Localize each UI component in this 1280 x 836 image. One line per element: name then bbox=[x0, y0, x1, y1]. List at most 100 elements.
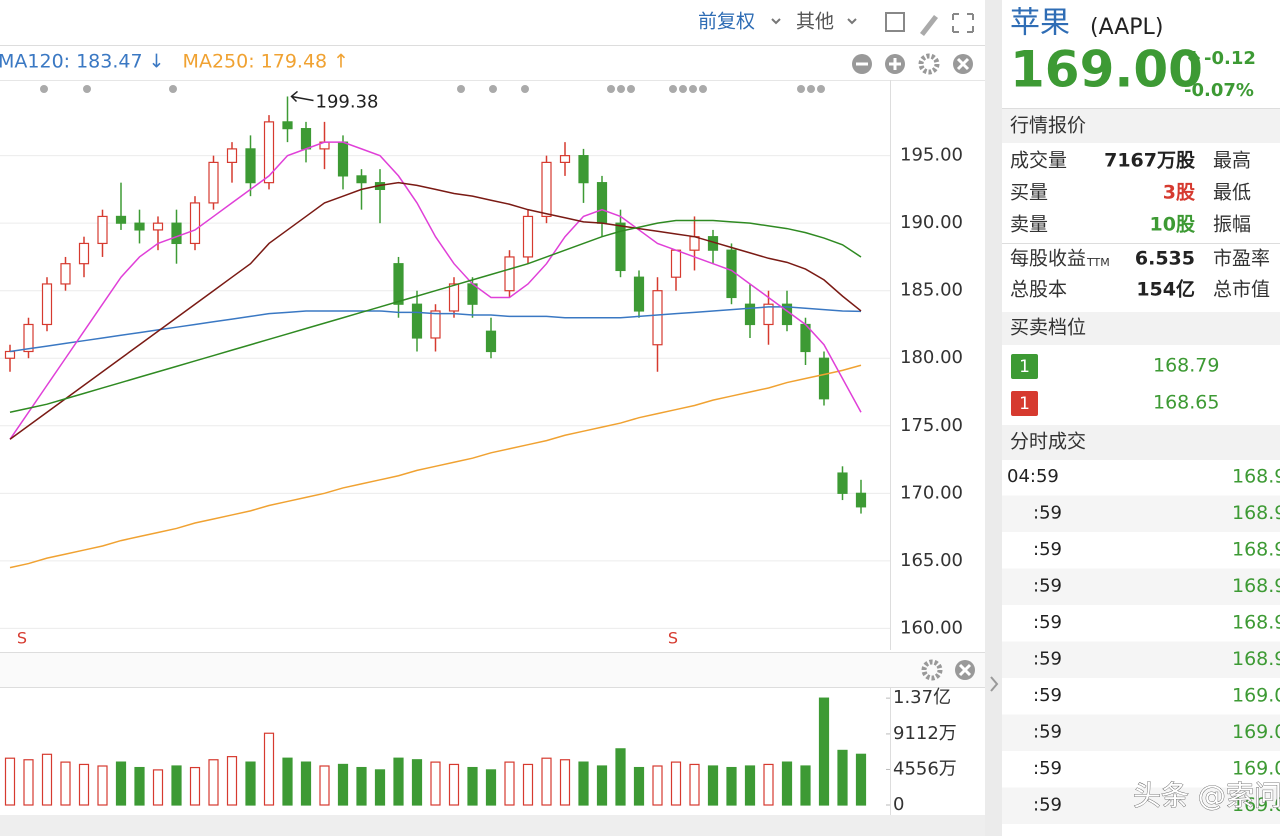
event-dot bbox=[607, 85, 615, 93]
icon bbox=[958, 663, 972, 677]
volume-bar bbox=[781, 761, 793, 806]
candle-body bbox=[97, 215, 108, 245]
field-label-sub: TTM bbox=[1086, 256, 1110, 269]
volume-bar bbox=[97, 765, 108, 806]
section-header bbox=[1002, 312, 1280, 345]
volume-bar bbox=[522, 763, 534, 806]
volume-bar bbox=[855, 753, 867, 806]
event-dot bbox=[40, 85, 48, 93]
volume-bar bbox=[134, 766, 145, 806]
event-dot bbox=[169, 85, 177, 93]
volume-bar bbox=[670, 761, 682, 806]
candle-body bbox=[411, 303, 423, 339]
section-header bbox=[1002, 425, 1280, 460]
tick-time: :59 bbox=[1033, 539, 1062, 560]
stock-symbol: (AAPL) bbox=[1090, 15, 1163, 40]
event-dot bbox=[689, 85, 697, 93]
tick-price: 169.0 bbox=[1232, 685, 1280, 707]
icon bbox=[956, 57, 970, 71]
volume-bar bbox=[393, 757, 404, 806]
adjust-button[interactable]: 前复权 bbox=[698, 11, 755, 33]
fullscreen-icon[interactable] bbox=[952, 13, 974, 33]
field-label: 最高 bbox=[1213, 150, 1251, 172]
volume-tick-label: 4556万 bbox=[893, 758, 957, 779]
event-dot bbox=[457, 85, 465, 93]
candle-body bbox=[689, 236, 700, 251]
panel-buttons bbox=[852, 53, 973, 75]
row-bg bbox=[1002, 641, 1280, 678]
tick-price: 169.0 bbox=[1232, 794, 1280, 816]
field-value: 10股 bbox=[1150, 214, 1195, 236]
row-bg bbox=[1002, 495, 1280, 532]
level-number: 1 bbox=[1019, 357, 1030, 377]
candle-body bbox=[726, 249, 737, 299]
y-tick-label: 190.00 bbox=[900, 212, 963, 233]
tick-time: :59 bbox=[1033, 612, 1062, 633]
candle-body bbox=[430, 310, 441, 339]
ma-line bbox=[9, 306, 862, 353]
volume-bar bbox=[356, 766, 367, 806]
tick-time: :59 bbox=[1033, 685, 1062, 706]
candle-body bbox=[855, 492, 867, 508]
other-button[interactable]: 其他 bbox=[796, 11, 834, 33]
field-label: 总市值 bbox=[1213, 279, 1270, 301]
volume-bar bbox=[245, 761, 256, 806]
event-dot bbox=[817, 85, 825, 93]
candle-body bbox=[226, 148, 238, 163]
y-tick-label: 180.00 bbox=[900, 347, 963, 368]
candle-body bbox=[837, 472, 848, 494]
tick-time: 04:59 bbox=[1007, 466, 1059, 487]
level-badge bbox=[1011, 354, 1038, 379]
draw-icon[interactable] bbox=[920, 15, 938, 36]
tick-time: :59 bbox=[1033, 649, 1062, 670]
field-value: 6.535 bbox=[1135, 248, 1195, 270]
volume-bar bbox=[319, 765, 330, 806]
field-value: 7167万股 bbox=[1104, 150, 1195, 172]
price-change: -0.12 bbox=[1204, 48, 1256, 69]
splitter[interactable] bbox=[985, 0, 1002, 836]
last-price: 169.00 bbox=[1010, 41, 1203, 99]
candle-body bbox=[78, 242, 90, 265]
volume-bar bbox=[485, 769, 497, 806]
candle-body bbox=[60, 263, 71, 285]
tick-time: :59 bbox=[1033, 576, 1062, 597]
event-dot bbox=[699, 85, 707, 93]
max-arrow bbox=[290, 90, 314, 103]
settings-button[interactable] bbox=[918, 53, 940, 75]
volume-bar bbox=[189, 766, 201, 806]
volume-bar bbox=[633, 766, 645, 806]
event-dot bbox=[669, 85, 677, 93]
candle-body bbox=[152, 222, 164, 231]
candle-body bbox=[744, 303, 756, 326]
splitter-arrow bbox=[990, 676, 999, 692]
volume-bar bbox=[23, 759, 34, 806]
volume-bar bbox=[411, 759, 423, 806]
volume-bar bbox=[800, 765, 811, 806]
tick-price: 168.9 bbox=[1232, 648, 1280, 670]
tick-price: 168.9 bbox=[1232, 539, 1280, 561]
volume-bar bbox=[448, 763, 460, 806]
field-label: 振幅 bbox=[1213, 214, 1251, 236]
field-label: 成交量 bbox=[1010, 150, 1067, 172]
tick-price: 168.9 bbox=[1232, 612, 1280, 634]
volume-bar bbox=[578, 761, 589, 806]
tick-price: 168.9 bbox=[1232, 502, 1280, 524]
event-dot bbox=[83, 85, 91, 93]
legend-entry: MA120: 183.47 ↓ bbox=[0, 51, 165, 73]
volume-bar bbox=[4, 757, 16, 806]
volume-bar bbox=[837, 749, 848, 806]
field-label: 买量 bbox=[1010, 182, 1048, 204]
ma-line bbox=[9, 141, 862, 440]
candle-body bbox=[393, 263, 404, 305]
settings-button[interactable] bbox=[921, 659, 943, 681]
layout-icon[interactable] bbox=[885, 12, 905, 32]
level-price: 168.65 bbox=[1153, 392, 1219, 414]
candle-body bbox=[615, 222, 626, 272]
candle-body bbox=[596, 182, 608, 224]
level-price: 168.79 bbox=[1153, 355, 1219, 377]
volume-bar bbox=[615, 748, 626, 806]
volume-bar bbox=[300, 761, 312, 806]
candle-body bbox=[356, 175, 367, 184]
candle-body bbox=[578, 155, 589, 184]
